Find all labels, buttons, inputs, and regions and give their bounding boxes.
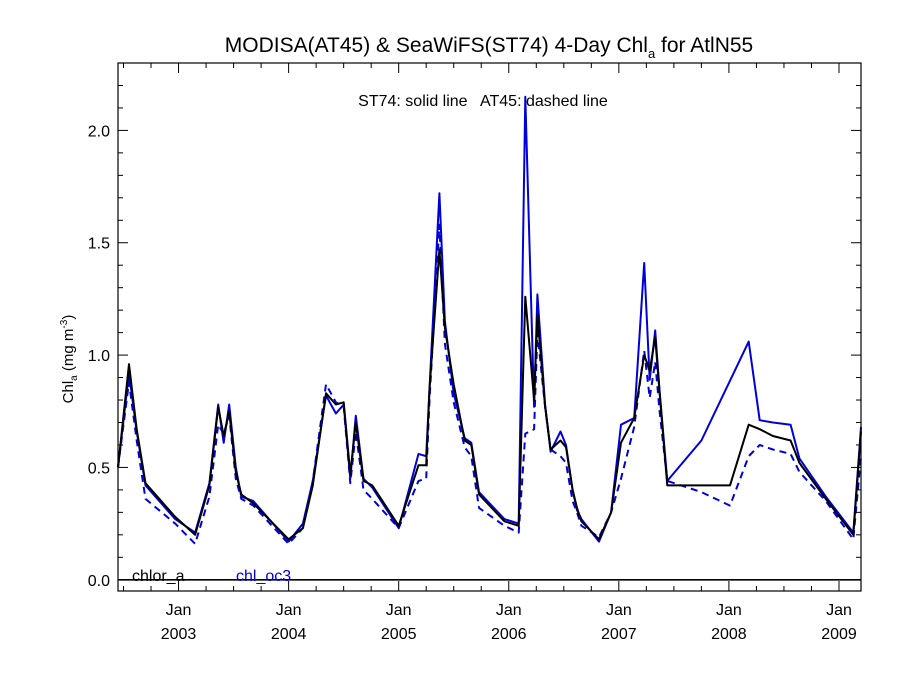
axes [117, 62, 862, 592]
x-tick-label-year: 2005 [381, 626, 417, 643]
y-tick-label: 1.5 [88, 236, 110, 253]
x-tick-label-year: 2008 [711, 626, 747, 643]
legend-chlor-a: chlor_a [132, 568, 185, 585]
plot-frame [117, 62, 862, 592]
y-tick-label: 0.0 [88, 573, 110, 590]
x-tick-label-month: Jan [386, 602, 412, 619]
x-tick-label-year: 2004 [271, 626, 307, 643]
y-tick-label: 1.0 [88, 348, 110, 365]
x-tick-label-month: Jan [166, 602, 192, 619]
y-tick-label: 2.0 [88, 123, 110, 140]
x-tick-label-year: 2009 [821, 626, 857, 643]
series-line-chl_oc3-at45-dashed [117, 223, 862, 545]
x-tick-label-month: Jan [276, 602, 302, 619]
x-tick-label-year: 2003 [161, 626, 197, 643]
chart-annotation: ST74: solid line AT45: dashed line [358, 93, 608, 110]
x-tick-label-month: Jan [716, 602, 742, 619]
chart-title: MODISA(AT45) & SeaWiFS(ST74) 4-Day Chla … [225, 34, 754, 61]
x-tick-label-month: Jan [826, 602, 852, 619]
plot-lines [117, 95, 862, 545]
series-line-chl_oc3-st74-solid [117, 95, 862, 543]
x-tick-label-month: Jan [496, 602, 522, 619]
tick-labels: 0.0 0.5 1.0 1.5 2.0 Jan 2003 Jan 2004 Jan 2005 Jan 2… [88, 123, 857, 643]
y-axis-label: Chla (mg m-3) [59, 315, 80, 404]
x-tick-label-year: 2007 [601, 626, 637, 643]
x-tick-label-month: Jan [606, 602, 632, 619]
ticks [118, 62, 861, 591]
legend-chl-oc3: chl_oc3 [236, 568, 291, 585]
series-line-chlor_a-st74-solid [117, 248, 862, 541]
y-tick-label: 0.5 [88, 460, 110, 477]
x-tick-label-year: 2006 [491, 626, 527, 643]
